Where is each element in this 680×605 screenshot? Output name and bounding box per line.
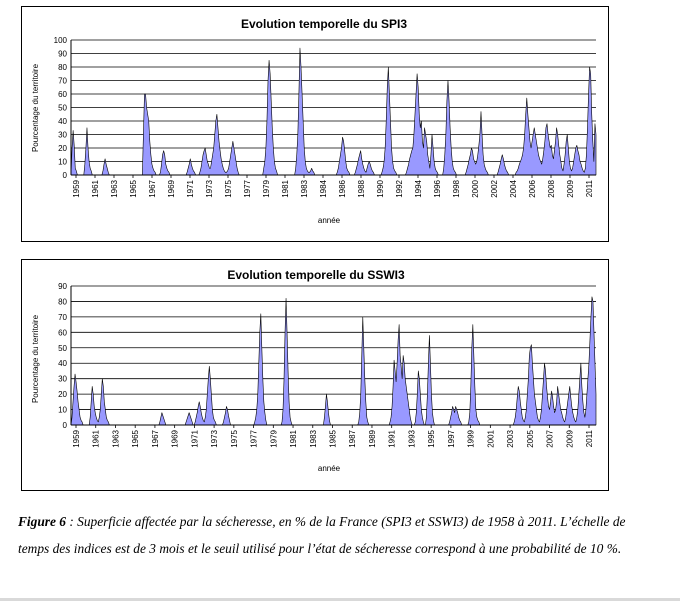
x-tick-label: 1959 bbox=[72, 429, 81, 447]
x-tick-label: 1997 bbox=[447, 429, 456, 447]
chart-title: Evolution temporelle du SPI3 bbox=[241, 17, 407, 31]
x-tick-label: 1961 bbox=[92, 429, 101, 447]
x-tick-label: 1967 bbox=[151, 429, 160, 447]
x-tick-label: 1963 bbox=[111, 429, 120, 447]
y-tick-label: 20 bbox=[58, 390, 67, 399]
y-tick-label: 10 bbox=[58, 406, 67, 415]
x-tick-label: 1975 bbox=[230, 429, 239, 447]
x-tick-label: 1991 bbox=[388, 429, 397, 447]
x-tick-label: 1996 bbox=[433, 179, 442, 197]
x-axis-label: année bbox=[318, 464, 341, 473]
x-tick-label: 1969 bbox=[167, 179, 176, 197]
x-tick-label: 1995 bbox=[427, 429, 436, 447]
x-tick-label: 1963 bbox=[110, 179, 119, 197]
x-tick-label: 2004 bbox=[509, 179, 518, 197]
x-tick-label: 1969 bbox=[171, 429, 180, 447]
x-tick-label: 2007 bbox=[546, 429, 555, 447]
x-axis-label: année bbox=[318, 216, 341, 225]
x-tick-label: 2005 bbox=[526, 429, 535, 447]
x-tick-label: 1959 bbox=[72, 179, 81, 197]
y-tick-label: 60 bbox=[58, 328, 67, 337]
x-tick-label: 1999 bbox=[467, 429, 476, 447]
y-tick-label: 30 bbox=[58, 131, 67, 140]
y-tick-label: 90 bbox=[58, 50, 67, 59]
y-tick-label: 20 bbox=[58, 144, 67, 153]
x-tick-label: 1979 bbox=[269, 429, 278, 447]
x-tick-label: 1965 bbox=[131, 429, 140, 447]
series-area bbox=[70, 296, 597, 426]
y-tick-label: 70 bbox=[58, 313, 67, 322]
y-tick-label: 50 bbox=[58, 344, 67, 353]
x-tick-label: 1988 bbox=[357, 179, 366, 197]
x-tick-label: 1977 bbox=[250, 429, 259, 447]
y-axis-label: Pourcentage du territoire bbox=[31, 314, 40, 403]
x-tick-label: 1986 bbox=[338, 179, 347, 197]
x-tick-label: 1989 bbox=[368, 429, 377, 447]
x-tick-label: 1983 bbox=[309, 429, 318, 447]
y-tick-label: 40 bbox=[58, 359, 67, 368]
x-tick-label: 1981 bbox=[281, 179, 290, 197]
y-tick-label: 0 bbox=[63, 171, 68, 180]
x-tick-label: 1971 bbox=[186, 179, 195, 197]
x-tick-label: 1981 bbox=[289, 429, 298, 447]
caption-text: : Superficie affectée par la sécheresse,… bbox=[18, 514, 626, 556]
x-tick-label: 2008 bbox=[547, 179, 556, 197]
x-tick-label: 2003 bbox=[506, 429, 515, 447]
x-tick-label: 1992 bbox=[395, 179, 404, 197]
y-tick-label: 0 bbox=[63, 421, 68, 430]
x-tick-label: 2011 bbox=[585, 429, 594, 447]
figure-caption: Figure 6 : Superficie affectée par la sé… bbox=[18, 508, 658, 562]
x-tick-label: 1998 bbox=[452, 179, 461, 197]
spi3-chart: Evolution temporelle du SPI3 Pourcentage… bbox=[31, 17, 597, 225]
x-tick-label: 1961 bbox=[91, 179, 100, 197]
x-tick-label: 1975 bbox=[224, 179, 233, 197]
x-tick-label: 1967 bbox=[148, 179, 157, 197]
y-tick-label: 80 bbox=[58, 297, 67, 306]
y-tick-label: 100 bbox=[54, 36, 68, 45]
y-tick-label: 90 bbox=[58, 282, 67, 291]
x-tick-label: 2001 bbox=[486, 429, 495, 447]
y-tick-label: 50 bbox=[58, 104, 67, 113]
x-tick-label: 1984 bbox=[319, 179, 328, 197]
chart-title: Evolution temporelle du SSWI3 bbox=[227, 268, 405, 282]
sswi3-chart-panel: Evolution temporelle du SSWI3 Pourcentag… bbox=[21, 259, 609, 491]
y-tick-label: 40 bbox=[58, 117, 67, 126]
x-tick-label: 1987 bbox=[348, 429, 357, 447]
x-tick-label: 1979 bbox=[262, 179, 271, 197]
x-tick-label: 2006 bbox=[528, 179, 537, 197]
x-tick-label: 1993 bbox=[407, 429, 416, 447]
y-tick-label: 80 bbox=[58, 63, 67, 72]
x-tick-label: 2011 bbox=[585, 179, 594, 197]
x-tick-label: 1990 bbox=[376, 179, 385, 197]
x-tick-label: 1973 bbox=[210, 429, 219, 447]
divider bbox=[0, 598, 680, 601]
x-tick-label: 2009 bbox=[565, 429, 574, 447]
x-tick-label: 1973 bbox=[205, 179, 214, 197]
y-tick-label: 70 bbox=[58, 77, 67, 86]
x-tick-label: 1977 bbox=[243, 179, 252, 197]
spi3-chart-panel: Evolution temporelle du SPI3 Pourcentage… bbox=[21, 6, 609, 242]
x-tick-label: 1994 bbox=[414, 179, 423, 197]
x-tick-label: 2009 bbox=[566, 179, 575, 197]
y-tick-label: 30 bbox=[58, 375, 67, 384]
x-tick-label: 2002 bbox=[490, 179, 499, 197]
sswi3-chart: Evolution temporelle du SSWI3 Pourcentag… bbox=[31, 268, 597, 473]
y-tick-label: 10 bbox=[58, 158, 67, 167]
figure-label: Figure 6 bbox=[18, 514, 66, 529]
x-tick-label: 1985 bbox=[329, 429, 338, 447]
x-tick-label: 1971 bbox=[190, 429, 199, 447]
x-tick-label: 2000 bbox=[471, 179, 480, 197]
y-tick-label: 60 bbox=[58, 90, 67, 99]
x-tick-label: 1965 bbox=[129, 179, 138, 197]
x-tick-label: 1983 bbox=[300, 179, 309, 197]
y-axis-label: Pourcentage du territoire bbox=[31, 63, 40, 152]
